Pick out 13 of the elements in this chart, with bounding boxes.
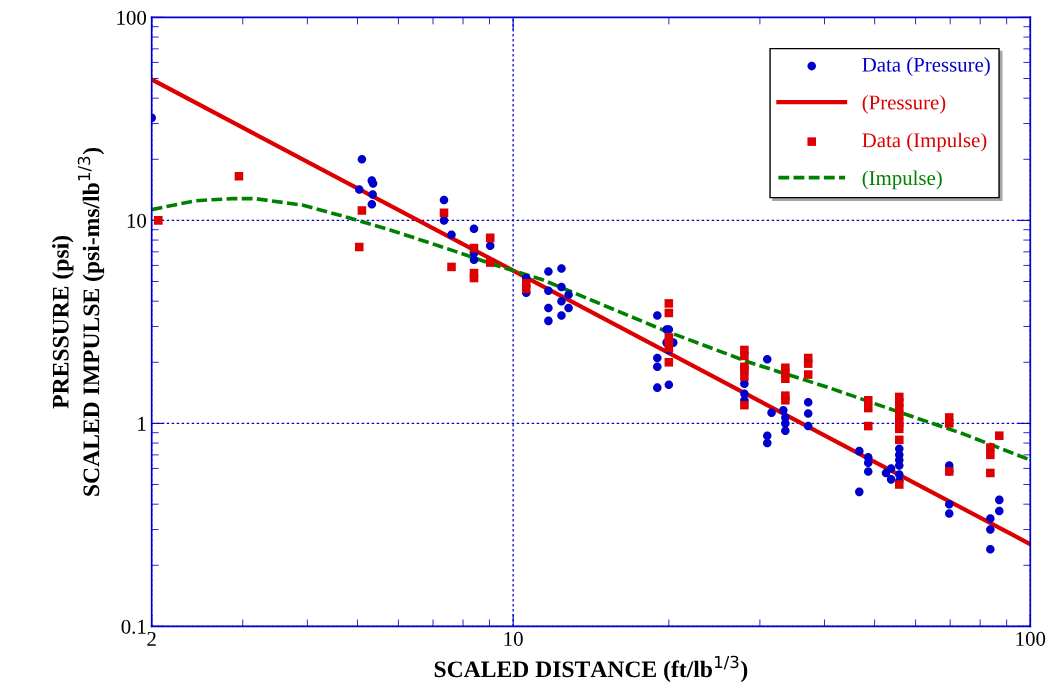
y-tick-label: 10 (127, 213, 147, 228)
legend-label: Data (Pressure) (862, 57, 990, 76)
y-tick-label: 0.1 (121, 619, 146, 634)
y-axis-title: PRESSURE (psi) SCALED IMPULSE (psi-ms/lb$^{1/3}$) (52, 147, 105, 496)
legend-label: (Pressure) (862, 94, 946, 114)
legend-label: Data (Impulse) (862, 132, 987, 152)
y-tick-label: 1 (138, 416, 146, 431)
x-tick-label: 100 (1016, 631, 1046, 646)
legend-label: (Impulse) (862, 170, 942, 190)
x-tick-label: 10 (504, 631, 523, 646)
x-tick-label: 2 (147, 631, 156, 646)
x-axis-title: SCALED DISTANCE (ft/lb$^{1/3}$) (434, 655, 748, 683)
y-tick-label: 100 (117, 10, 147, 25)
